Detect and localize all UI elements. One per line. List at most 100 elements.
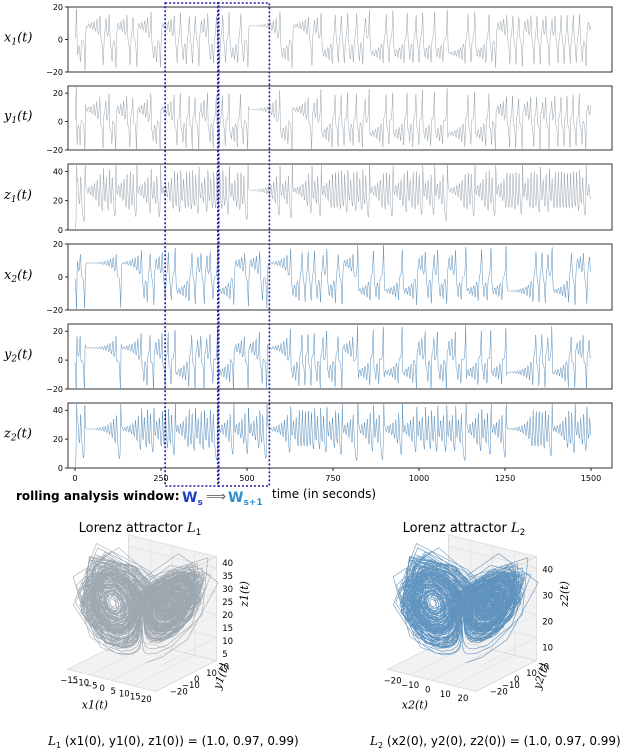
z3d-tick-label: 35 — [222, 572, 233, 582]
x-tick-label: 1000 — [409, 474, 429, 483]
y-axis-label: y1(t) — [3, 109, 32, 126]
y-tick-label: −20 — [46, 306, 63, 315]
signal-line — [74, 86, 591, 150]
z3d-tick-label: 10 — [222, 637, 233, 647]
y-tick-label: 0 — [58, 464, 63, 473]
panel-z1t: 40 20 0 z1(t) — [3, 163, 613, 235]
attractor-panel-2: −20 −10 0 10 20−20−100102040302010x2(t)y2(t)… — [384, 534, 571, 711]
window-arrow: ⟹ — [206, 489, 226, 505]
time-series-panels: 20 0 −20 x1(t) 20 0 −20 y1(t) 40 20 0 z1(t) 20 0 −20 x2… — [3, 3, 613, 473]
z3d-tick-label: 40 — [222, 559, 233, 569]
y-tick-label: 20 — [53, 435, 63, 444]
y-axis-label: z2(t) — [3, 427, 32, 444]
grid-line — [409, 540, 471, 676]
grid-line — [89, 540, 151, 676]
panel-x2t: 20 0 −20 x2(t) — [4, 240, 613, 315]
attractor-trajectory — [72, 543, 219, 663]
z3d-axis-label: z2(t) — [558, 581, 571, 608]
x3d-tick-label: −20 — [384, 677, 402, 687]
y3d-tick-label: 20 — [218, 663, 229, 673]
x-axis-label: time (in seconds) — [272, 487, 376, 501]
z3d-axis-label: z1(t) — [238, 581, 251, 608]
y-axis-label: y2(t) — [3, 348, 32, 365]
panel-frame — [67, 6, 613, 73]
window-ws1-box — [216, 2, 271, 487]
z3d-tick-label: 10 — [542, 644, 553, 654]
z3d-tick-label: 30 — [222, 585, 233, 595]
y-tick-label: −20 — [46, 146, 63, 155]
x3d-tick-label: 20 — [141, 695, 152, 705]
y-tick-label: 20 — [53, 89, 63, 98]
x3d-tick-label: 15 — [130, 692, 141, 702]
attractor-2-title: Lorenz attractor L2 — [403, 521, 526, 538]
y-tick-label: 20 — [53, 327, 63, 336]
x3d-tick-label: 5 — [111, 687, 116, 697]
attractor-trajectory — [392, 543, 539, 663]
z3d-tick-label: 15 — [222, 624, 233, 634]
panel-y1t: 20 0 −20 y1(t) — [3, 85, 613, 155]
x-tick-label: 0 — [72, 474, 77, 483]
signal-line — [74, 324, 591, 389]
x3d-tick-label: −10 — [71, 679, 89, 689]
y-tick-label: 0 — [58, 356, 63, 365]
caption-1: L1 (x1(0), y1(0), z1(0)) = (1.0, 0.97, 0… — [47, 734, 299, 750]
x-tick-label: 1500 — [581, 474, 601, 483]
x3d-tick-label: −5 — [85, 681, 98, 691]
y-tick-label: 20 — [53, 197, 63, 206]
y-axis-label: z1(t) — [3, 188, 32, 205]
z3d-tick-label: 30 — [542, 592, 553, 602]
z3d-tick-label: 25 — [222, 598, 233, 608]
y3d-axis-label: y2(t) — [530, 662, 552, 692]
caption-2: L2 (x2(0), y2(0), z2(0)) = (1.0, 0.97, 0… — [369, 734, 621, 750]
signal-line — [74, 244, 591, 310]
panel-y2t: 20 0 −20 y2(t) — [3, 323, 613, 394]
time-x-axis: 0 250 500 750 1000 1250 1500 — [72, 468, 601, 483]
rolling-window-overlay — [164, 2, 271, 487]
z3d-tick-label: 40 — [542, 566, 553, 576]
y-tick-label: 0 — [58, 36, 63, 45]
attractor-panel-1: −15−10−5 0 5 10 15 20−20−10010204035302520151… — [60, 534, 251, 711]
z3d-tick-label: 20 — [542, 618, 553, 628]
y-tick-label: 20 — [53, 3, 63, 12]
y3d-tick-label: −10 — [502, 681, 520, 691]
y3d-axis-label: y1(t) — [210, 662, 232, 692]
z3d-tick-label: 5 — [222, 650, 227, 660]
y3d-tick-label: −10 — [182, 681, 200, 691]
x-tick-label: 750 — [325, 474, 340, 483]
y-axis-label: x2(t) — [4, 268, 32, 285]
x-tick-label: 250 — [153, 474, 168, 483]
y3d-tick-label: 10 — [526, 669, 537, 679]
y-tick-label: 20 — [53, 240, 63, 249]
attractor-1-title: Lorenz attractor L1 — [79, 521, 202, 538]
panel-x1t: 20 0 −20 x1(t) — [4, 3, 613, 77]
x3d-tick-label: −15 — [60, 676, 78, 686]
y-tick-label: 40 — [53, 406, 63, 415]
y-tick-label: 40 — [53, 167, 63, 176]
ws-label: Ws — [182, 490, 203, 508]
y-tick-label: 0 — [58, 118, 63, 127]
x3d-tick-label: 20 — [458, 694, 469, 704]
y-tick-label: 0 — [58, 226, 63, 235]
y3d-tick-label: 0 — [514, 675, 519, 685]
panel-frame — [67, 402, 613, 469]
panel-frame — [67, 163, 613, 231]
x3d-tick-label: 10 — [119, 690, 130, 700]
ws1-label: Ws+1 — [228, 490, 263, 508]
panel-frame — [67, 323, 613, 390]
x3d-tick-label: −10 — [401, 681, 419, 691]
x3d-tick-label: 0 — [425, 685, 430, 695]
x3d-tick-label: 10 — [440, 690, 451, 700]
x3d-tick-label: 0 — [100, 684, 105, 694]
y3d-tick-label: −20 — [170, 687, 188, 697]
y-tick-label: −20 — [46, 68, 63, 77]
signal-line — [74, 164, 591, 229]
signal-line — [74, 8, 591, 71]
y3d-tick-label: 10 — [206, 669, 217, 679]
panel-z2t: 40 20 0 z2(t) — [3, 402, 613, 473]
rolling-window-label: rolling analysis window: — [16, 489, 180, 503]
z3d-tick-label: 20 — [222, 611, 233, 621]
x3d-axis-label: x1(t) — [82, 698, 108, 711]
y-tick-label: 0 — [58, 273, 63, 282]
y3d-tick-label: 20 — [538, 663, 549, 673]
